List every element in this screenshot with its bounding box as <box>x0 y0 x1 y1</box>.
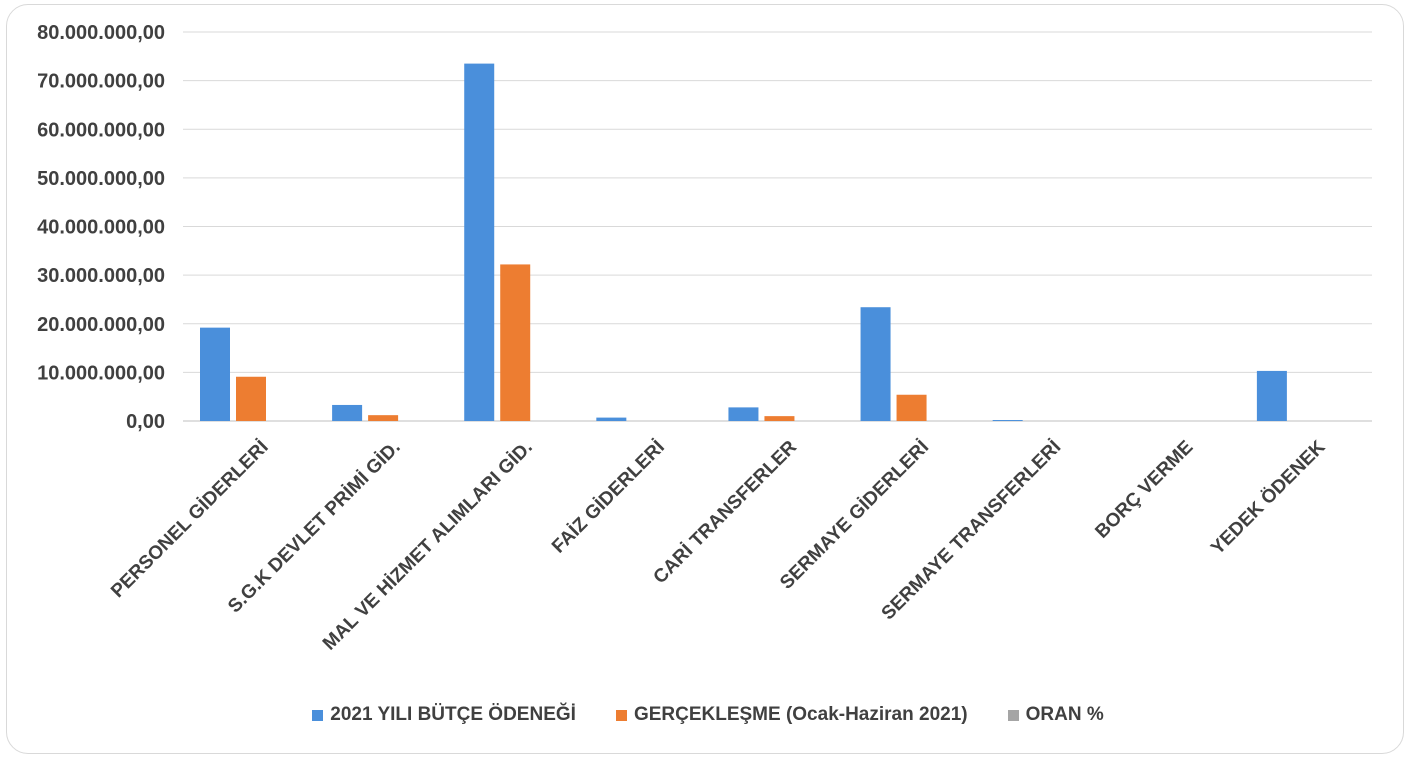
legend-label-ratio: ORAN % <box>1025 704 1104 725</box>
y-tick-label: 80.000.000,00 <box>37 22 165 44</box>
y-tick-label: 20.000.000,00 <box>37 314 165 336</box>
y-tick-label: 10.000.000,00 <box>37 362 165 384</box>
bar-budget <box>464 63 495 421</box>
legend-label-realization: GERÇEKLEŞME (Ocak-Haziran 2021) <box>633 704 968 725</box>
legend-item-budget: 2021 YILI BÜTÇE ÖDENEĞİ <box>312 704 576 726</box>
bars <box>200 63 1287 421</box>
bar-budget <box>200 327 230 421</box>
legend: 2021 YILI BÜTÇE ÖDENEĞİ GERÇEKLEŞME (Oca… <box>0 704 1416 726</box>
bar-realization <box>764 416 795 421</box>
y-tick-label: 60.000.000,00 <box>37 119 165 141</box>
bar-realization <box>368 415 399 421</box>
bar-budget <box>860 307 891 421</box>
legend-swatch-budget <box>312 709 324 721</box>
bar-budget <box>596 417 627 421</box>
bar-budget <box>332 404 363 421</box>
legend-swatch-ratio <box>1007 709 1019 721</box>
bar-realization <box>500 264 531 421</box>
gridlines <box>183 31 1372 422</box>
legend-swatch-realization <box>615 709 627 721</box>
y-tick-label: 40.000.000,00 <box>37 217 165 239</box>
x-tick-label: YEDEK ÖDENEK <box>1207 436 1330 559</box>
bar-budget <box>728 407 759 421</box>
y-tick-label: 0,00 <box>126 411 165 433</box>
legend-item-realization: GERÇEKLEŞME (Ocak-Haziran 2021) <box>615 704 968 726</box>
x-tick-label: MAL VE HİZMET ALIMLARI GİD. <box>319 437 537 655</box>
legend-item-ratio: ORAN % <box>1007 704 1104 726</box>
y-tick-label: 70.000.000,00 <box>37 71 165 93</box>
y-tick-label: 30.000.000,00 <box>37 265 165 287</box>
x-tick-label: PERSONEL GİDERLERİ <box>107 437 272 602</box>
y-tick-label: 50.000.000,00 <box>37 168 165 190</box>
x-tick-label: FAİZ GİDERLERİ <box>548 437 669 558</box>
bar-realization <box>896 394 927 421</box>
chart-plot: 0,00 10.000.000,00 20.000.000,00 30.000.000… <box>37 22 1372 655</box>
x-tick-label: CARİ TRANSFERLER <box>650 436 802 588</box>
x-tick-label: SERMAYE GİDERLERİ <box>776 437 933 594</box>
bar-budget <box>992 420 1023 421</box>
legend-label-budget: 2021 YILI BÜTÇE ÖDENEĞİ <box>330 704 576 725</box>
y-axis: 0,00 10.000.000,00 20.000.000,00 30.000.000… <box>37 22 165 433</box>
bar-budget <box>1256 370 1287 421</box>
x-tick-label: BORÇ VERME <box>1091 437 1197 543</box>
bar-realization <box>236 376 266 421</box>
